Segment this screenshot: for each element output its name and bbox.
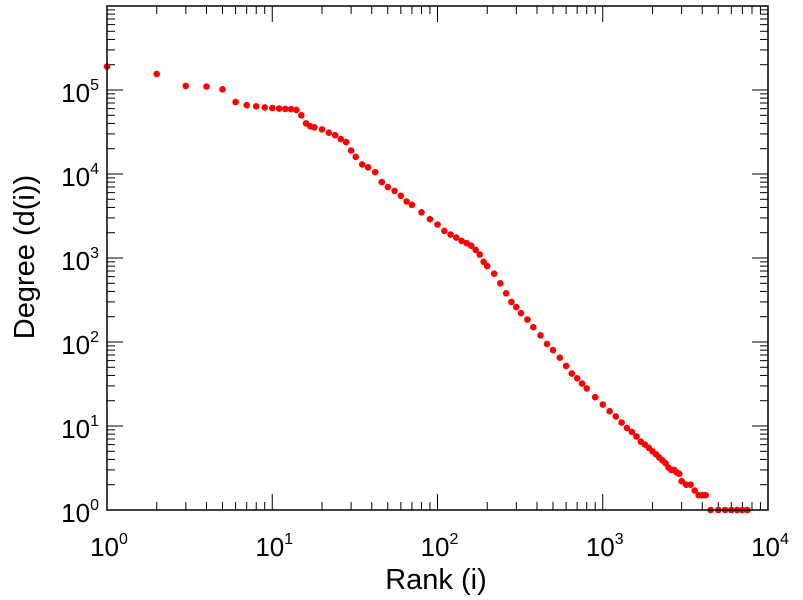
x-axis-label: Rank (i)	[385, 564, 487, 596]
data-point	[678, 477, 685, 485]
data-point	[418, 209, 425, 216]
data-point	[453, 234, 460, 241]
data-point	[472, 246, 479, 254]
x-tick-label: 102	[421, 531, 459, 562]
data-point	[384, 183, 392, 191]
x-tick-label: 100	[90, 531, 128, 562]
data-point	[556, 354, 564, 362]
data-point	[543, 340, 551, 348]
data-point	[243, 101, 250, 109]
y-tick-label: 101	[61, 413, 99, 444]
data-point	[606, 407, 613, 415]
data-point	[549, 346, 557, 354]
data-point	[687, 481, 694, 489]
data-point	[612, 413, 620, 420]
data-point	[508, 298, 515, 306]
data-point	[702, 491, 709, 499]
y-tick-label: 104	[61, 161, 99, 192]
data-point	[578, 380, 586, 387]
data-point	[426, 215, 434, 223]
plot-frame	[106, 5, 769, 511]
data-point	[358, 161, 366, 168]
data-point	[287, 105, 295, 113]
data-point	[325, 129, 333, 136]
data-point	[530, 323, 537, 331]
data-point	[397, 192, 405, 200]
x-tick-label: 103	[586, 531, 624, 562]
data-point	[517, 309, 525, 317]
data-point	[618, 419, 625, 426]
data-point	[219, 86, 226, 93]
data-point	[391, 187, 398, 195]
data-point	[293, 106, 300, 114]
data-point	[331, 131, 339, 139]
data-point	[441, 227, 448, 235]
data-point	[352, 153, 360, 161]
data-point	[153, 70, 160, 78]
data-point	[497, 280, 504, 287]
y-tick-label: 103	[61, 245, 99, 276]
y-tick-label: 105	[61, 77, 99, 108]
data-point	[513, 303, 520, 311]
data-point	[583, 385, 590, 392]
tick-labels: 100 101 102 103 104 100 101 102 103 104 105	[61, 77, 789, 562]
x-tick-label: 101	[255, 531, 293, 562]
data-point	[403, 198, 410, 205]
data-point	[371, 168, 379, 176]
data-point	[203, 83, 210, 90]
data-point	[318, 126, 326, 133]
data-point	[623, 424, 631, 432]
data-point	[458, 237, 465, 245]
data-point	[337, 135, 345, 143]
data-point	[483, 262, 491, 270]
data-point	[476, 251, 484, 258]
data-point	[232, 98, 239, 106]
data-point	[562, 362, 570, 370]
data-point	[282, 105, 289, 113]
data-point	[408, 201, 416, 209]
data-point	[311, 124, 318, 131]
y-tick-label: 102	[61, 329, 99, 360]
data-point	[269, 104, 276, 112]
data-point	[252, 103, 260, 110]
data-point	[364, 164, 372, 171]
data-point	[467, 242, 475, 249]
data-point	[599, 401, 607, 408]
data-point	[524, 316, 531, 323]
data-point	[490, 270, 498, 278]
y-axis-label: Degree (d(i))	[9, 175, 41, 339]
data-point	[633, 433, 640, 440]
data-point	[342, 138, 350, 146]
data-point	[347, 147, 355, 154]
data-point	[378, 178, 386, 186]
data-point	[182, 82, 190, 90]
data-point	[568, 370, 576, 377]
data-point	[298, 112, 305, 119]
data-point	[628, 428, 636, 436]
data-point	[261, 104, 269, 111]
data-point	[502, 290, 510, 297]
data-points	[103, 63, 751, 514]
data-point	[675, 470, 683, 478]
data-point	[434, 221, 441, 228]
data-point	[275, 105, 283, 112]
data-point	[537, 332, 544, 339]
data-point	[691, 487, 698, 494]
data-point	[447, 231, 454, 238]
data-point	[591, 393, 599, 401]
data-point	[573, 375, 581, 382]
x-tick-label: 104	[751, 531, 789, 562]
y-tick-label: 100	[61, 497, 99, 528]
axis-ticks	[106, 6, 768, 511]
